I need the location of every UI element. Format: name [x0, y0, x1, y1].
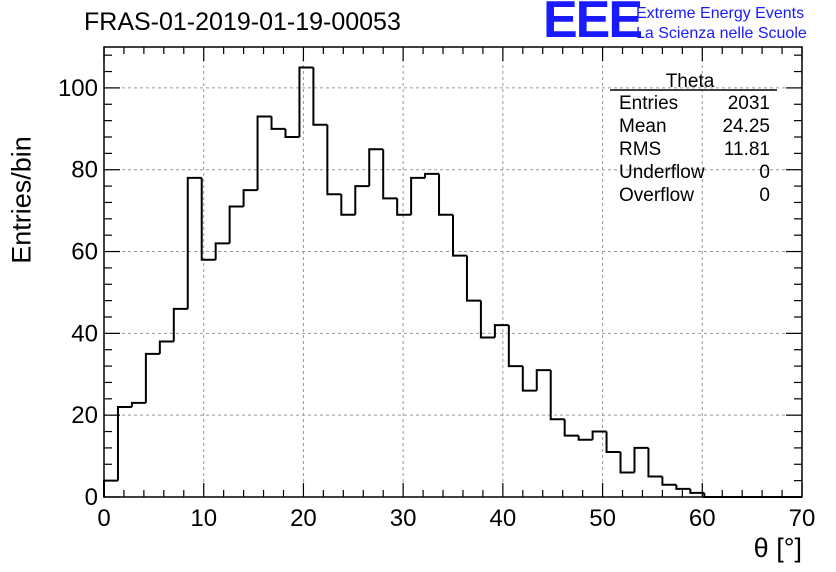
histogram-bin [675, 484, 691, 490]
histogram-bin [116, 406, 132, 481]
histogram-bin [605, 431, 621, 453]
histogram-bin [396, 198, 412, 216]
histogram-bin [242, 189, 258, 207]
x-axis-label: θ [°] [753, 533, 802, 563]
histogram-bin [103, 479, 118, 497]
x-tick-label: 60 [689, 505, 716, 532]
histogram-bin [270, 116, 286, 130]
eee-logo-line2: La Scienza nelle Scuole [636, 25, 807, 42]
histogram-bin [326, 124, 342, 196]
histogram-bin [284, 128, 300, 138]
histogram-bin [186, 176, 202, 309]
histogram-bin [633, 446, 649, 473]
histogram-bin [312, 67, 328, 126]
x-tick-label: 50 [589, 505, 616, 532]
histogram-bin [200, 177, 216, 261]
stats-label: Underflow [619, 162, 705, 183]
histogram-bin [298, 66, 314, 137]
stats-value: 0 [759, 162, 770, 183]
y-tick-label: 20 [71, 402, 98, 429]
stats-label: RMS [619, 139, 662, 160]
y-axis-label-box: Entries/bin [2, 110, 42, 290]
histogram-bin [424, 172, 440, 178]
histogram-bin [689, 488, 705, 494]
stats-box-title: Theta [665, 71, 715, 92]
histogram-bin [493, 324, 509, 338]
histogram-bin [438, 173, 453, 216]
y-tick-label: 0 [85, 484, 98, 511]
histogram-bin [228, 205, 244, 244]
histogram-bin [619, 452, 635, 474]
histogram-bin [382, 149, 398, 200]
histogram-bin [172, 307, 188, 342]
x-tick-label: 40 [490, 505, 517, 532]
stats-label: Mean [619, 116, 667, 137]
histogram-bin [535, 369, 551, 391]
histogram-bin [661, 476, 677, 486]
x-tick-label: 0 [97, 505, 110, 532]
histogram-bin [507, 325, 523, 368]
x-tick-label: 70 [789, 505, 816, 532]
y-tick-label: 100 [58, 75, 98, 102]
run-title: FRAS-01-2019-01-19-00053 [84, 8, 401, 36]
stats-label: Overflow [619, 185, 694, 206]
histogram-bin [591, 430, 607, 440]
histogram-bin [452, 214, 467, 257]
x-tick-label: 30 [390, 505, 417, 532]
stats-value: 0 [759, 185, 770, 206]
histogram-bin [368, 148, 384, 187]
y-tick-label: 80 [71, 157, 98, 184]
stats-value: 11.81 [723, 139, 770, 160]
histogram-bin [130, 401, 146, 407]
y-tick-label: 40 [71, 320, 98, 347]
histogram-bin [144, 352, 160, 403]
x-tick-label: 10 [190, 505, 217, 532]
x-tick-label: 20 [290, 505, 317, 532]
histogram-bin [521, 366, 537, 392]
histogram-bin [479, 300, 495, 339]
histogram-bin [354, 185, 370, 215]
histogram-bin [158, 340, 174, 354]
histogram-bin [214, 242, 230, 260]
histogram-bin [563, 419, 579, 437]
histogram-bin [410, 176, 426, 215]
stats-value: 2031 [727, 93, 770, 114]
eee-logo-line1: Extreme Energy Events [636, 5, 805, 22]
histogram-bin [340, 194, 356, 216]
histogram-bin [577, 435, 593, 441]
y-tick-label: 60 [71, 239, 98, 266]
stats-label: Entries [619, 93, 679, 114]
histogram-bin [647, 447, 663, 478]
eee-logo: EEE [543, 0, 643, 49]
histogram-bin [549, 370, 565, 421]
plot-frame [103, 46, 803, 498]
histogram-bin [465, 255, 481, 302]
y-axis-label: Entries/bin [6, 136, 37, 264]
stats-value: 24.25 [722, 116, 770, 137]
histogram-bin [256, 115, 272, 191]
